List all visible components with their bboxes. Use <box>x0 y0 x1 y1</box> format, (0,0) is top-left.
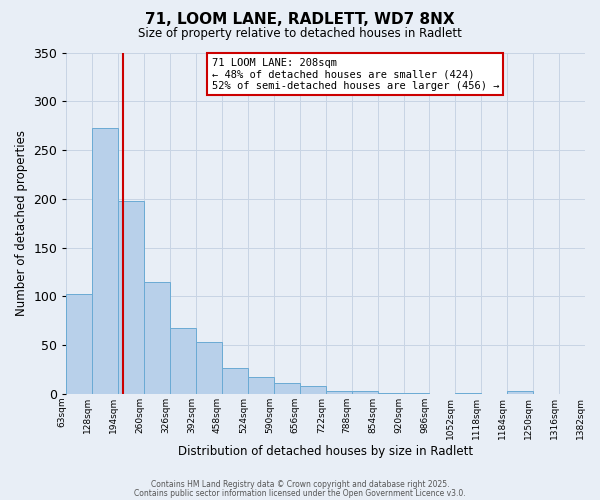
Text: 71 LOOM LANE: 208sqm
← 48% of detached houses are smaller (424)
52% of semi-deta: 71 LOOM LANE: 208sqm ← 48% of detached h… <box>212 58 499 91</box>
Bar <box>404 393 430 394</box>
Bar <box>144 282 170 394</box>
Y-axis label: Number of detached properties: Number of detached properties <box>15 130 28 316</box>
Text: Contains public sector information licensed under the Open Government Licence v3: Contains public sector information licen… <box>134 488 466 498</box>
X-axis label: Distribution of detached houses by size in Radlett: Distribution of detached houses by size … <box>178 444 473 458</box>
Bar <box>455 393 481 394</box>
Text: Contains HM Land Registry data © Crown copyright and database right 2025.: Contains HM Land Registry data © Crown c… <box>151 480 449 489</box>
Bar <box>170 328 196 394</box>
Bar <box>274 384 300 394</box>
Bar <box>67 294 92 394</box>
Bar <box>507 391 533 394</box>
Bar <box>118 201 144 394</box>
Text: Size of property relative to detached houses in Radlett: Size of property relative to detached ho… <box>138 28 462 40</box>
Bar <box>222 368 248 394</box>
Bar <box>300 386 326 394</box>
Bar <box>248 378 274 394</box>
Bar <box>92 128 118 394</box>
Bar <box>377 393 404 394</box>
Bar <box>352 391 377 394</box>
Text: 71, LOOM LANE, RADLETT, WD7 8NX: 71, LOOM LANE, RADLETT, WD7 8NX <box>145 12 455 28</box>
Bar <box>326 391 352 394</box>
Bar <box>196 342 222 394</box>
